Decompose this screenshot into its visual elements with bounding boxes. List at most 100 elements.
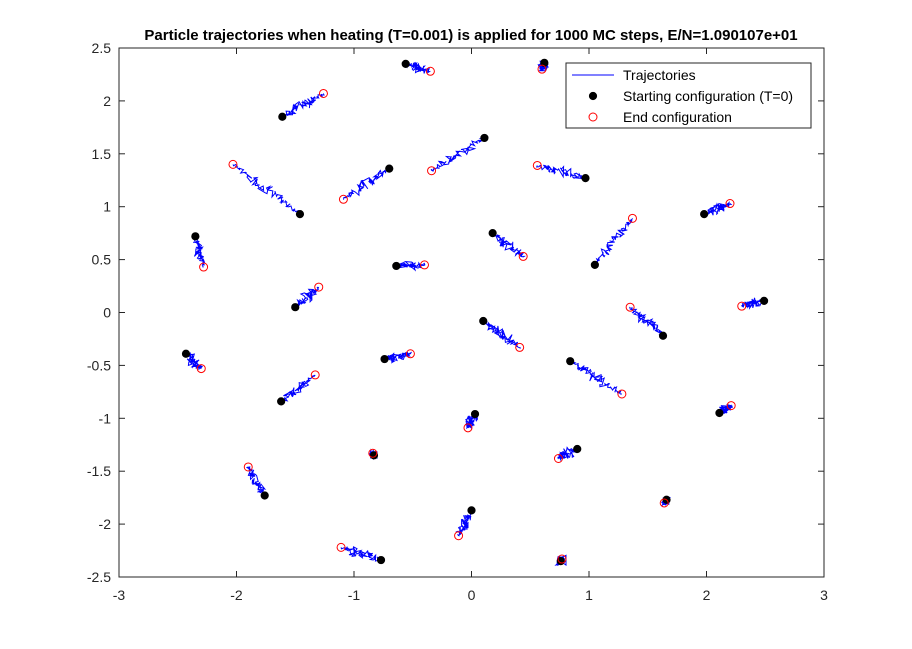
end-point (336, 542, 346, 552)
start-point (759, 296, 769, 305)
trajectory-layer (184, 60, 765, 567)
start-point (480, 133, 489, 143)
trajectory-line (232, 163, 301, 215)
y-tick-label: 1 (103, 199, 111, 215)
start-point (277, 397, 286, 406)
legend: Trajectories Starting configuration (T=0)… (565, 62, 812, 129)
end-point (553, 454, 563, 464)
y-tick-label: -1 (99, 410, 112, 426)
legend-label: Trajectories (623, 67, 696, 83)
start-point (295, 210, 305, 219)
start-point (488, 229, 497, 238)
start-point (181, 349, 191, 358)
x-tick-label: 3 (820, 587, 828, 603)
end-point (625, 302, 635, 312)
end-point (405, 349, 415, 359)
y-tick-label: -1.5 (87, 463, 111, 479)
end-point (427, 166, 437, 176)
trajectory-line (280, 374, 316, 403)
trajectory-line (482, 320, 521, 349)
end-point (532, 160, 542, 170)
y-tick-label: 1.5 (92, 146, 112, 162)
start-point (470, 409, 480, 419)
end-point (196, 364, 206, 374)
legend-label: End configuration (623, 109, 732, 125)
start-point (401, 59, 410, 68)
trajectory-line (491, 232, 526, 258)
end-point (318, 88, 328, 98)
trajectory-line (629, 306, 665, 337)
end-point (310, 370, 320, 380)
y-tick-label: -0.5 (87, 357, 111, 373)
trajectory-line (703, 201, 733, 216)
y-tick-label: 0.5 (92, 252, 112, 268)
end-point (228, 159, 238, 169)
start-point (392, 261, 401, 271)
x-tick-label: 2 (703, 587, 711, 603)
end-point (518, 251, 528, 261)
start-point (715, 408, 724, 418)
plot-area (119, 48, 824, 577)
x-tick-label: -3 (113, 587, 126, 603)
end-point (314, 282, 324, 292)
trajectory-line (395, 260, 426, 272)
trajectory-line (184, 351, 204, 370)
legend-filled-marker (588, 91, 598, 101)
trajectory-line (340, 546, 383, 562)
start-point (278, 112, 287, 121)
end-point (243, 462, 253, 472)
start-point (540, 58, 549, 67)
y-tick-label: -2 (99, 516, 112, 532)
end-point (454, 531, 464, 541)
end-point (425, 66, 435, 76)
y-tick-label: -2.5 (87, 569, 111, 585)
axes: -3 -2 -1 0 1 2 3 -2.5 -2 -1.5 -1 -0.5 0 0.5 1 1.5 2 2.5 (87, 40, 828, 603)
trajectory-line (281, 93, 325, 118)
start-point (581, 174, 590, 183)
start-point (467, 506, 476, 515)
x-tick-label: 0 (468, 587, 476, 603)
end-point (338, 194, 348, 204)
end-point (737, 301, 747, 311)
start-point (376, 555, 386, 565)
start-point (385, 164, 394, 173)
end-point (726, 401, 736, 411)
start-point (260, 491, 269, 500)
trajectory-line (245, 466, 267, 496)
trajectory-line (404, 61, 431, 74)
end-point (420, 260, 429, 270)
y-tick-label: 2.5 (92, 40, 112, 56)
end-point (617, 389, 627, 399)
x-tick-label: 1 (585, 587, 593, 603)
start-points-layer (181, 58, 769, 566)
legend-open-marker (588, 112, 598, 122)
chart-title: Particle trajectories when heating (T=0.… (144, 27, 797, 44)
start-point (191, 232, 200, 241)
end-point (659, 498, 669, 508)
start-point (658, 331, 668, 340)
end-points-layer (196, 64, 747, 564)
trajectory-line (430, 137, 485, 172)
end-point (537, 64, 547, 74)
trajectory-line (342, 168, 391, 200)
x-tick-label: -2 (230, 587, 243, 603)
start-point (479, 316, 488, 326)
end-point (199, 262, 209, 272)
end-point (463, 423, 473, 433)
trajectory-line (535, 164, 587, 180)
legend-label: Starting configuration (T=0) (623, 88, 793, 104)
start-point (291, 303, 300, 312)
x-tick-label: -1 (348, 587, 361, 603)
end-point (627, 213, 637, 223)
trajectory-line (594, 218, 633, 266)
y-tick-label: 0 (103, 305, 111, 321)
end-point (368, 448, 378, 458)
legend-box (565, 62, 812, 129)
start-point (573, 444, 582, 454)
trajectory-line (193, 236, 206, 268)
end-point (515, 342, 525, 352)
end-point (725, 199, 735, 209)
start-point (700, 210, 709, 219)
